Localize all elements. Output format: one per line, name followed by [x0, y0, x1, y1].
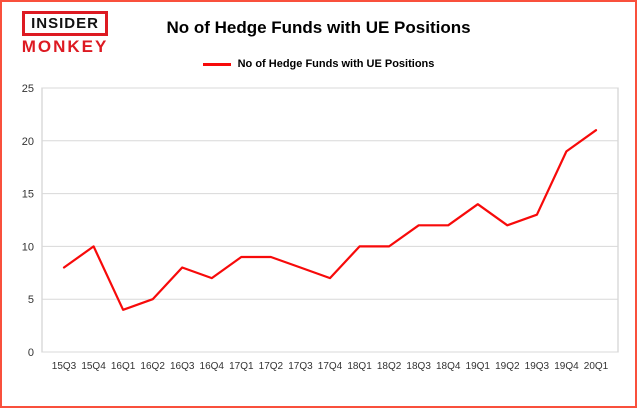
y-tick-label: 20	[22, 136, 34, 148]
y-tick-label: 5	[28, 294, 34, 306]
plot-area-border	[41, 87, 619, 353]
chart-legend: No of Hedge Funds with UE Positions	[2, 58, 635, 70]
logo-monkey-text: MONKEY	[21, 37, 109, 56]
y-tick-label: 25	[22, 83, 34, 95]
x-tick-label: 18Q3	[406, 361, 431, 372]
x-tick-label: 19Q3	[525, 361, 550, 372]
legend-line-swatch	[202, 62, 231, 66]
y-tick-label: 10	[22, 241, 34, 253]
x-tick-label: 16Q3	[170, 361, 195, 372]
logo-insider-text: INSIDER	[22, 11, 108, 36]
x-tick-label: 17Q2	[259, 361, 284, 372]
legend-label: No of Hedge Funds with UE Positions	[237, 58, 435, 70]
x-tick-label: 19Q1	[466, 361, 491, 372]
x-tick-label: 18Q1	[347, 361, 372, 372]
x-tick-label: 16Q2	[140, 361, 165, 372]
x-tick-label: 19Q4	[554, 361, 579, 372]
x-tick-label: 16Q1	[111, 361, 136, 372]
x-tick-label: 18Q2	[377, 361, 402, 372]
x-tick-label: 18Q4	[436, 361, 461, 372]
x-tick-label: 17Q4	[318, 361, 343, 372]
insider-monkey-logo: INSIDER MONKEY	[12, 11, 118, 56]
series-line	[62, 129, 598, 311]
x-tick-label: 17Q3	[288, 361, 313, 372]
y-tick-label: 15	[22, 189, 34, 201]
x-tick-label: 15Q4	[81, 361, 106, 372]
x-tick-label: 20Q1	[584, 361, 609, 372]
chart-title: No of Hedge Funds with UE Positions	[166, 18, 471, 37]
x-tick-label: 17Q1	[229, 361, 254, 372]
x-tick-label: 15Q3	[52, 361, 77, 372]
y-tick-label: 0	[28, 347, 34, 359]
x-tick-label: 16Q4	[200, 361, 225, 372]
x-tick-label: 19Q2	[495, 361, 520, 372]
